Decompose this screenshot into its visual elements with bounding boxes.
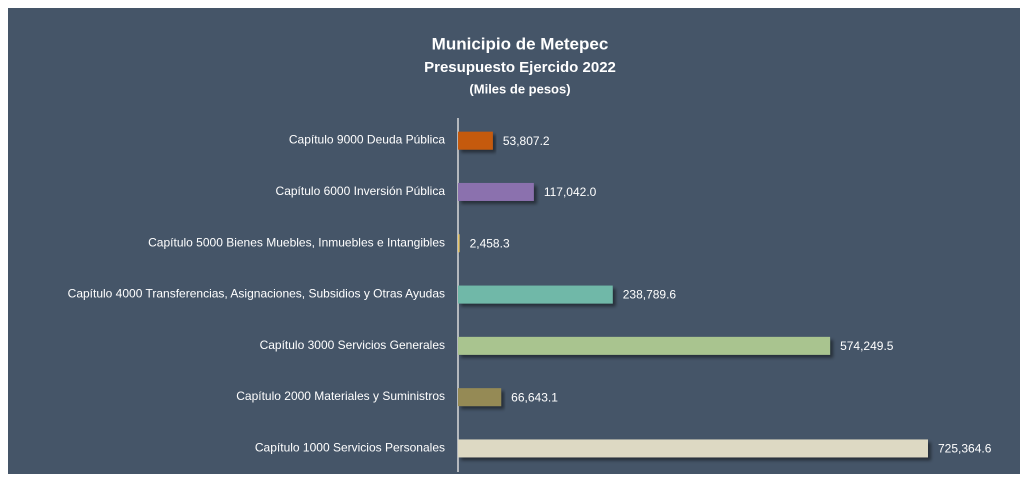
y-tick-label: Capítulo 6000 Inversión Pública: [276, 184, 446, 198]
y-tick-label: Capítulo 3000 Servicios Generales: [260, 338, 445, 352]
data-label: 238,789.6: [623, 288, 677, 302]
data-label: 2,458.3: [470, 236, 510, 250]
y-tick-label: Capítulo 4000 Transferencias, Asignacion…: [68, 287, 445, 301]
y-tick-label: Capítulo 2000 Materiales y Suministros: [236, 389, 445, 403]
bar: [458, 182, 534, 201]
chart-title: Municipio de Metepec: [432, 34, 609, 53]
bar: [458, 336, 831, 355]
y-tick-label: Capítulo 5000 Bienes Muebles, Inmuebles …: [148, 235, 445, 249]
bar: [458, 234, 460, 253]
chart-background: [8, 8, 1020, 474]
bar: [458, 388, 502, 407]
bar: [458, 439, 928, 458]
unit-label: (Miles de pesos): [469, 81, 570, 96]
y-tick-label: Capítulo 9000 Deuda Pública: [289, 133, 445, 147]
data-label: 66,643.1: [511, 390, 558, 404]
bar: [458, 285, 613, 304]
data-label: 53,807.2: [503, 134, 550, 148]
bar: [458, 131, 493, 150]
data-label: 725,364.6: [938, 442, 992, 456]
y-tick-label: Capítulo 1000 Servicios Personales: [255, 441, 445, 455]
data-label: 574,249.5: [840, 339, 894, 353]
data-label: 117,042.0: [544, 185, 597, 199]
chart-subtitle: Presupuesto Ejercido 2022: [424, 59, 616, 76]
